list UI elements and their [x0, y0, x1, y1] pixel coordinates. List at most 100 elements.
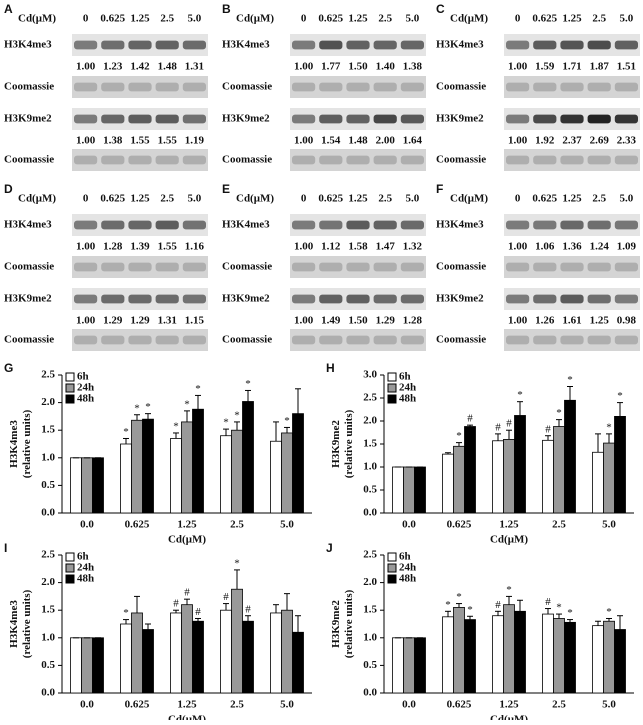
band [319, 114, 343, 124]
x-tick-label: 2.5 [552, 519, 566, 531]
conc-label: 1.25 [130, 13, 150, 25]
y-label: H3K4me3(relative units) [8, 589, 33, 658]
band [155, 82, 179, 92]
ratio: 1.48 [348, 135, 368, 147]
ratio: 1.00 [76, 315, 96, 327]
band [533, 220, 557, 230]
y-label-line: H3K9me2 [330, 600, 342, 648]
legend-label: 48h [399, 393, 416, 405]
ratio: 1.29 [376, 315, 396, 327]
x-tick-label: 2.5 [230, 699, 244, 711]
band [292, 82, 316, 92]
band [587, 114, 611, 124]
x-tick-label: 5.0 [602, 699, 616, 711]
bar [220, 609, 232, 694]
significance: # [545, 423, 551, 435]
ratio: 1.24 [590, 241, 610, 253]
row-label: Coomassie [436, 81, 486, 93]
significance: # [495, 421, 501, 433]
ratio: 1.50 [348, 61, 368, 73]
band [533, 155, 557, 165]
y-tick-label: 0.0 [363, 687, 377, 699]
band [74, 335, 98, 345]
band [373, 114, 397, 124]
legend-swatch [65, 552, 75, 562]
y-tick-label: 1.0 [41, 631, 55, 643]
bar [181, 421, 193, 514]
band [155, 294, 179, 304]
x-tick-label: 0.625 [447, 519, 472, 531]
conc-header: Cd(μM) [236, 13, 274, 25]
x-tick-label: 0.0 [402, 699, 416, 711]
band [319, 262, 343, 272]
band [346, 40, 370, 50]
legend-swatch [65, 383, 75, 393]
y-tick-label: 0.5 [363, 484, 377, 496]
panel-letter: H [326, 361, 335, 375]
significance: * [617, 390, 623, 402]
panel-letter: F [436, 182, 443, 196]
conc-label: 5.0 [620, 193, 634, 205]
ratio: 1.51 [617, 61, 636, 73]
band [182, 335, 206, 345]
bar [181, 604, 193, 694]
conc-label: 2.5 [378, 13, 392, 25]
band [373, 335, 397, 345]
row-label: Coomassie [222, 334, 272, 346]
y-tick-label: 1.5 [41, 604, 55, 616]
band [346, 155, 370, 165]
row-label: H3K4me3 [4, 39, 52, 51]
legend-label: 48h [399, 573, 416, 585]
panel-letter: E [222, 182, 230, 196]
bar [414, 637, 426, 694]
bar [81, 637, 93, 694]
bar [92, 637, 104, 694]
ratio: 1.06 [535, 241, 555, 253]
band [128, 294, 152, 304]
significance: * [456, 591, 462, 603]
band [533, 40, 557, 50]
conc-label: 2.5 [160, 13, 174, 25]
row-label: H3K9me2 [222, 293, 270, 305]
bar [131, 612, 143, 694]
band [128, 262, 152, 272]
bar [553, 426, 565, 514]
y-tick-label: 1.0 [41, 451, 55, 463]
significance: * [567, 607, 573, 619]
bar [603, 620, 615, 694]
band [400, 262, 424, 272]
ratio: 1.29 [103, 315, 123, 327]
band [400, 335, 424, 345]
significance: # [223, 591, 229, 603]
x-tick-label: 0.625 [125, 699, 150, 711]
bar [231, 588, 243, 694]
bar [242, 620, 254, 694]
y-tick-label: 0.0 [41, 507, 55, 519]
conc-label: 1.25 [130, 193, 150, 205]
y-label-line: H3K4me3 [8, 420, 20, 468]
band [101, 155, 125, 165]
significance: # [467, 413, 473, 425]
band [346, 335, 370, 345]
band [128, 40, 152, 50]
conc-label: 0.625 [318, 193, 343, 205]
row-label: H3K9me2 [436, 293, 484, 305]
y-tick-label: 2.0 [41, 396, 55, 408]
y-label: H3K9me2(relative units) [330, 409, 355, 478]
bar [392, 637, 404, 694]
band [506, 220, 530, 230]
bar [414, 466, 426, 514]
bar [592, 625, 604, 694]
row-label: Coomassie [222, 81, 272, 93]
conc-label: 0 [83, 193, 89, 205]
ratio: 1.87 [590, 61, 610, 73]
bar [242, 401, 254, 514]
band [346, 262, 370, 272]
band [373, 294, 397, 304]
ratio: 1.00 [294, 315, 314, 327]
bar [464, 619, 476, 694]
bar [192, 408, 204, 514]
significance: * [145, 401, 151, 413]
band [182, 114, 206, 124]
